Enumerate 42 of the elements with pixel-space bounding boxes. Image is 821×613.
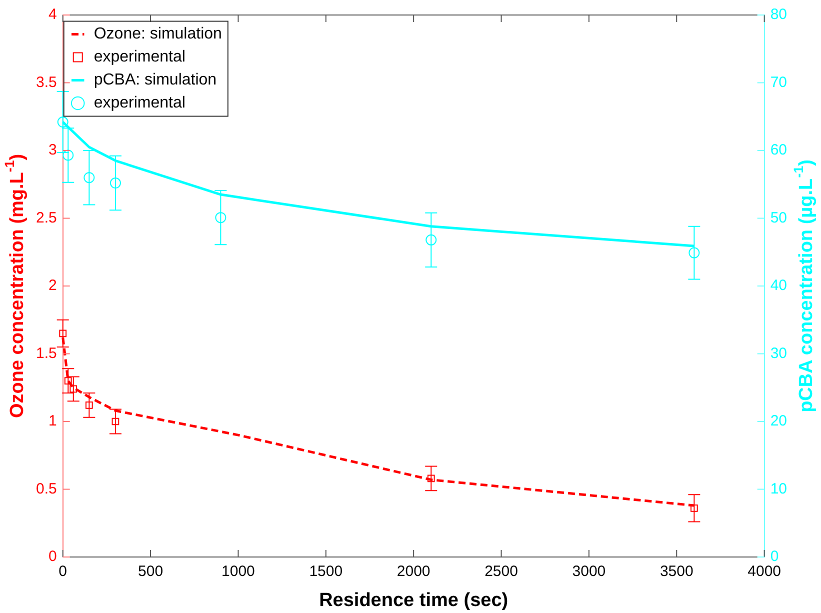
- legend-label: Ozone: simulation: [94, 26, 222, 43]
- point: [215, 212, 226, 224]
- x-axis-title: Residence time (sec): [319, 590, 508, 612]
- y-tick-label: 2: [48, 277, 57, 294]
- legend-label: experimental: [94, 48, 186, 66]
- y-tick-label: 2.5: [36, 209, 57, 226]
- y2-tick-label: 70: [770, 74, 788, 91]
- point: [690, 504, 698, 512]
- y2-tick-label: 10: [770, 480, 788, 498]
- point: [112, 418, 120, 426]
- y-tick-label: 4: [48, 6, 57, 24]
- y2-tick-label: 40: [770, 277, 788, 294]
- y2-tick-label: 30: [770, 344, 788, 362]
- x-tick-label: 3500: [660, 563, 694, 580]
- y-tick-label: 0: [48, 548, 57, 566]
- x-tick-label: 4000: [748, 563, 782, 580]
- point: [427, 474, 435, 482]
- point: [688, 247, 700, 258]
- y-tick-label: 1.5: [36, 344, 57, 362]
- y2-axis-title: pCBA concentration (µg.L-1): [791, 160, 818, 412]
- x-tick-label: 2500: [484, 563, 518, 580]
- y2-tick-label: 60: [770, 142, 788, 159]
- legend-label: experimental: [94, 94, 186, 112]
- y-tick-label: 1: [48, 412, 57, 430]
- legend-label: pCBA: simulation: [94, 72, 217, 89]
- point: [85, 402, 93, 409]
- y-axis-title: Ozone concentration (mg.L-1): [2, 154, 28, 418]
- y-tick-label: 0.5: [36, 480, 57, 498]
- y2-tick-label: 0: [770, 548, 779, 566]
- x-tick-label: 3000: [572, 563, 606, 580]
- point: [110, 178, 121, 189]
- x-tick-label: 500: [138, 563, 164, 580]
- point: [84, 172, 95, 184]
- y2-tick-label: 50: [770, 209, 788, 226]
- x-tick-label: 2000: [396, 563, 430, 580]
- y-tick-label: 3.5: [36, 74, 57, 91]
- y2-tick-label: 80: [770, 6, 788, 24]
- point: [426, 234, 437, 246]
- x-tick-label: 1000: [222, 563, 255, 580]
- x-tick-label: 1500: [309, 563, 343, 580]
- y-tick-label: 3: [48, 142, 57, 159]
- y2-tick-label: 20: [770, 412, 788, 430]
